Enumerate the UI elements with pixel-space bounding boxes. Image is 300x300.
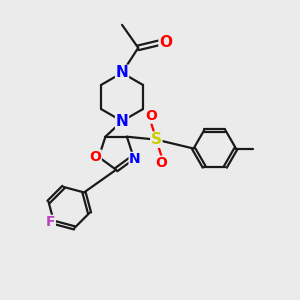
Text: N: N [116, 65, 128, 80]
Text: O: O [156, 156, 168, 170]
Text: O: O [159, 35, 172, 50]
Text: N: N [116, 114, 128, 129]
Text: O: O [89, 150, 101, 164]
Text: N: N [129, 152, 141, 167]
Text: F: F [46, 215, 55, 230]
Text: S: S [151, 132, 162, 147]
Text: O: O [145, 109, 157, 123]
